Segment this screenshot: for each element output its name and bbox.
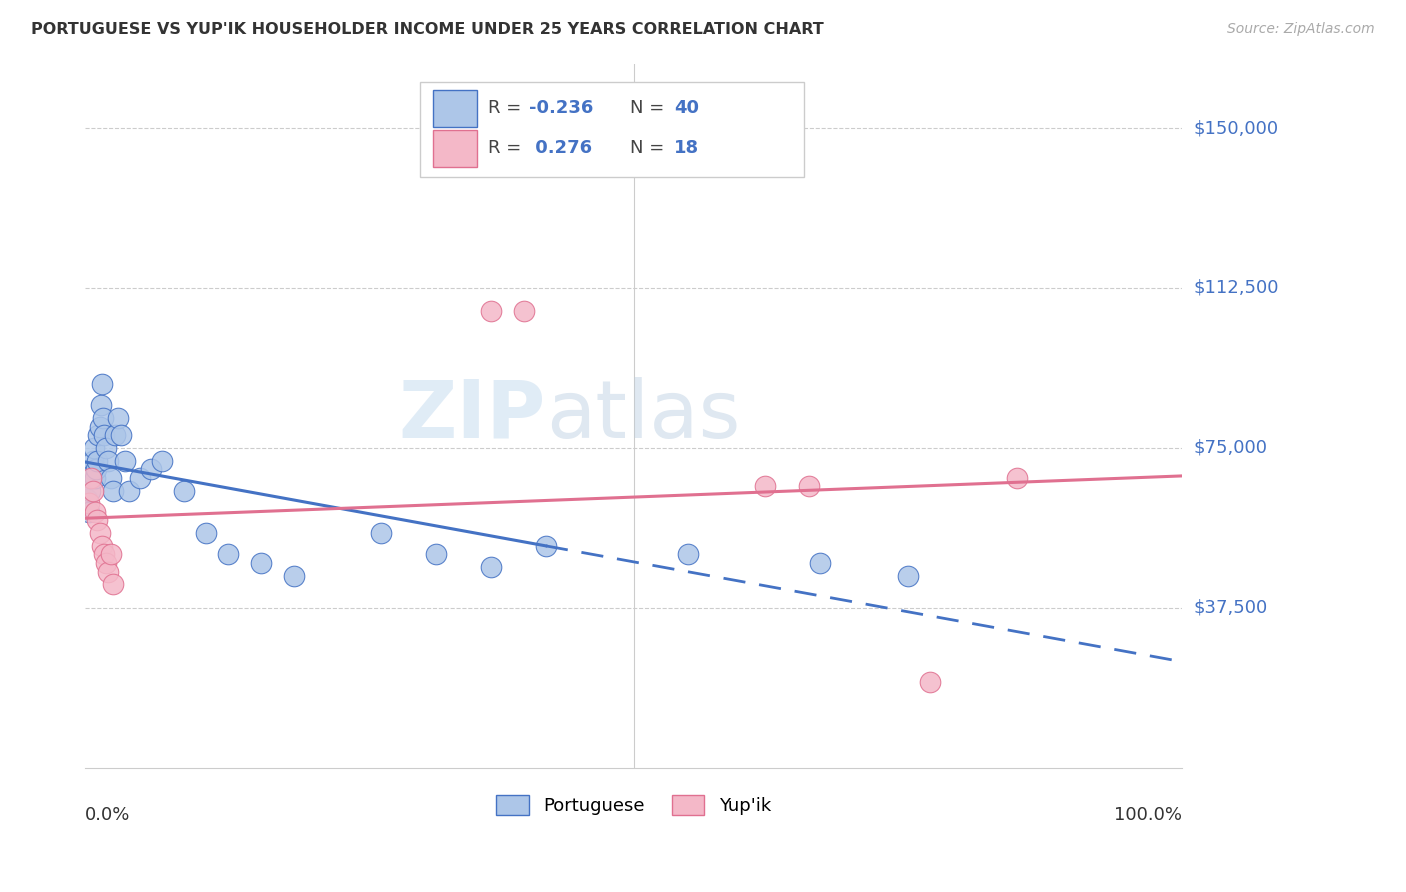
Point bbox=[76, 491, 98, 506]
Point bbox=[89, 526, 111, 541]
Point bbox=[94, 441, 117, 455]
Point bbox=[82, 483, 104, 498]
Point bbox=[118, 483, 141, 498]
Text: PORTUGUESE VS YUP'IK HOUSEHOLDER INCOME UNDER 25 YEARS CORRELATION CHART: PORTUGUESE VS YUP'IK HOUSEHOLDER INCOME … bbox=[31, 22, 824, 37]
Point bbox=[90, 376, 112, 391]
Point bbox=[86, 453, 108, 467]
Point bbox=[100, 548, 122, 562]
Point bbox=[150, 453, 173, 467]
Point bbox=[217, 548, 239, 562]
Point bbox=[479, 560, 502, 574]
Point bbox=[897, 569, 920, 583]
Point bbox=[79, 483, 101, 498]
Point bbox=[129, 471, 152, 485]
Text: $150,000: $150,000 bbox=[1194, 119, 1278, 137]
Point bbox=[86, 513, 108, 527]
Point bbox=[173, 483, 195, 498]
Point bbox=[84, 471, 107, 485]
Point bbox=[80, 471, 103, 485]
Text: R =: R = bbox=[488, 99, 527, 118]
Text: $112,500: $112,500 bbox=[1194, 279, 1278, 297]
Point bbox=[90, 398, 112, 412]
Text: 0.0%: 0.0% bbox=[86, 806, 131, 824]
Point bbox=[97, 453, 120, 467]
Point bbox=[678, 548, 700, 562]
Point bbox=[87, 428, 110, 442]
Text: R =: R = bbox=[488, 139, 527, 158]
Text: 100.0%: 100.0% bbox=[1114, 806, 1182, 824]
Legend: Portuguese, Yup'ik: Portuguese, Yup'ik bbox=[489, 788, 778, 822]
Text: 0.276: 0.276 bbox=[530, 139, 592, 158]
Text: N =: N = bbox=[630, 139, 671, 158]
Point bbox=[107, 411, 129, 425]
Point bbox=[104, 428, 127, 442]
Text: $75,000: $75,000 bbox=[1194, 439, 1267, 457]
FancyBboxPatch shape bbox=[433, 90, 477, 127]
Point bbox=[797, 479, 820, 493]
Point bbox=[90, 539, 112, 553]
Point bbox=[918, 675, 941, 690]
Text: ZIP: ZIP bbox=[399, 377, 546, 455]
FancyBboxPatch shape bbox=[433, 130, 477, 167]
Point bbox=[80, 471, 103, 485]
Text: N =: N = bbox=[630, 99, 671, 118]
Point bbox=[1007, 471, 1029, 485]
Point bbox=[139, 462, 162, 476]
Point bbox=[808, 556, 831, 570]
Point bbox=[80, 462, 103, 476]
Point bbox=[425, 548, 447, 562]
Point bbox=[114, 453, 136, 467]
Point bbox=[77, 496, 100, 510]
Point bbox=[83, 441, 105, 455]
Point bbox=[77, 505, 100, 519]
Point bbox=[249, 556, 271, 570]
Point bbox=[84, 505, 107, 519]
Text: atlas: atlas bbox=[546, 377, 740, 455]
Point bbox=[101, 483, 124, 498]
Point bbox=[513, 304, 536, 318]
Point bbox=[91, 411, 114, 425]
Point bbox=[283, 569, 305, 583]
Text: $37,500: $37,500 bbox=[1194, 599, 1267, 616]
Point bbox=[194, 526, 217, 541]
Point bbox=[100, 471, 122, 485]
Point bbox=[479, 304, 502, 318]
Text: 18: 18 bbox=[675, 139, 699, 158]
Point bbox=[84, 462, 107, 476]
Point bbox=[534, 539, 557, 553]
Point bbox=[82, 453, 104, 467]
Point bbox=[89, 419, 111, 434]
Point bbox=[97, 565, 120, 579]
Text: 40: 40 bbox=[675, 99, 699, 118]
Text: -0.236: -0.236 bbox=[530, 99, 593, 118]
FancyBboxPatch shape bbox=[420, 82, 804, 177]
Point bbox=[754, 479, 776, 493]
Point bbox=[93, 548, 115, 562]
Text: Source: ZipAtlas.com: Source: ZipAtlas.com bbox=[1227, 22, 1375, 37]
Point bbox=[94, 556, 117, 570]
Point bbox=[93, 428, 115, 442]
Point bbox=[110, 428, 132, 442]
Point bbox=[101, 577, 124, 591]
Point bbox=[370, 526, 392, 541]
